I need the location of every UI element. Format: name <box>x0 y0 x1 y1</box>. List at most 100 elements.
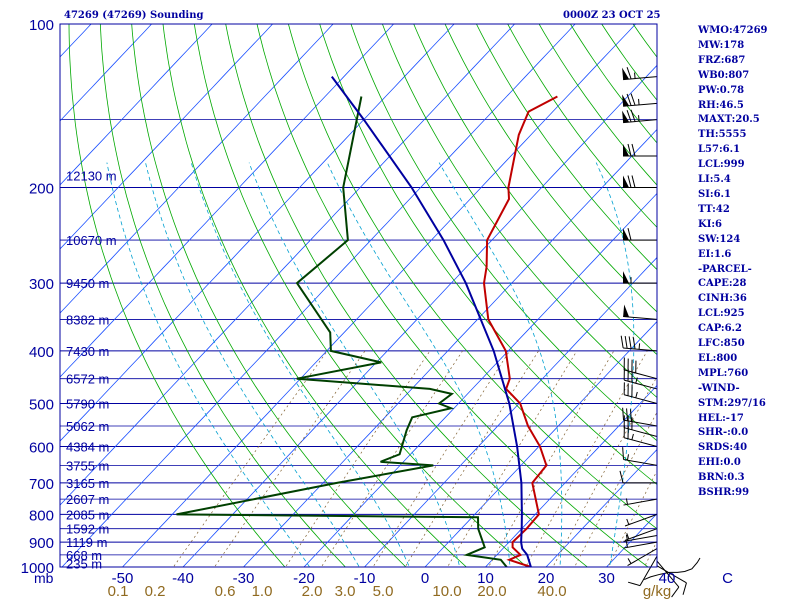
index-item: MAXT:20.5 <box>698 114 760 126</box>
wind-barb-pennant <box>623 228 629 241</box>
dry-adiabat <box>68 24 286 567</box>
index-item: CAP:6.2 <box>698 323 742 335</box>
wind-barb <box>627 548 658 567</box>
wind-barb-feather <box>627 175 632 188</box>
moist-adiabat <box>106 162 311 567</box>
wind-barb-staff <box>624 394 658 405</box>
index-item: -PARCEL- <box>698 263 752 275</box>
temperature-tick-label: -30 <box>233 570 255 587</box>
wind-barb-staff <box>656 560 680 588</box>
isotherm <box>60 24 515 506</box>
wind-barb <box>620 335 658 352</box>
wind-barb-feather <box>627 581 641 587</box>
temperature-tick-label: 20 <box>538 570 555 587</box>
valid-time: 0000Z 23 OCT 25 <box>563 10 661 21</box>
parcel-line <box>330 76 532 567</box>
mixing-ratio-label: 0.6 <box>215 583 236 600</box>
wind-barb-feather <box>631 175 636 188</box>
isotherm <box>60 24 334 314</box>
mixing-ratio-label: 3.0 <box>335 583 356 600</box>
isotherm <box>61 24 576 567</box>
wind-barb <box>623 143 657 157</box>
dewpoint-line <box>176 96 508 567</box>
moist-adiabat <box>438 162 563 567</box>
pressure-tick-label: 300 <box>29 276 54 293</box>
index-item: WB0:807 <box>698 69 750 81</box>
wind-barb <box>623 271 657 284</box>
wind-barb-feather <box>631 433 634 440</box>
index-item: WMO:47269 <box>698 25 768 36</box>
wind-barb-feather <box>620 335 624 349</box>
isotherm <box>303 192 657 567</box>
isotherm <box>182 64 657 567</box>
wind-barb-staff <box>624 427 658 437</box>
wind-barb-feather <box>630 109 636 122</box>
mixing-ratio-line <box>214 350 366 567</box>
wind-barb <box>656 565 687 595</box>
height-label: 6572 m <box>66 372 109 387</box>
dry-adiabat <box>444 24 657 313</box>
temperature-tick-label: 10 <box>477 570 494 587</box>
wind-barb <box>623 304 658 320</box>
wind-barb <box>624 513 658 527</box>
wind-barb-feather <box>628 336 632 349</box>
mixing-ratio-label: g/kg <box>643 583 671 600</box>
index-item: SHR-:0.0 <box>698 427 749 439</box>
index-item: EL:800 <box>698 352 738 364</box>
wind-barb-feather <box>630 93 636 106</box>
wind-barb-pennant <box>623 304 630 317</box>
temperature-tick-label: -10 <box>354 570 376 587</box>
temperature-tick-label: 30 <box>598 570 615 587</box>
plot-frame <box>59 23 658 568</box>
wind-barb-staff <box>624 513 658 527</box>
wind-barb <box>623 541 658 549</box>
index-item: KI:6 <box>698 218 723 230</box>
index-item: BSHR:99 <box>698 487 750 499</box>
dry-adiabat <box>193 24 528 567</box>
wind-barb-feather <box>626 454 629 461</box>
index-item: SI:6.1 <box>698 188 731 200</box>
moist-adiabat <box>145 162 360 567</box>
dry-adiabat <box>350 24 657 442</box>
moist-adiabat <box>190 162 410 567</box>
wind-barb-feather <box>622 447 625 460</box>
dry-adiabat <box>476 24 657 271</box>
mixing-ratio-line <box>285 350 431 567</box>
dry-adiabat <box>162 24 467 567</box>
wind-barb-staff <box>623 315 658 320</box>
mixing-ratio-line <box>525 350 648 567</box>
mixing-ratio-line <box>574 411 657 567</box>
pressure-tick-label: 100 <box>29 17 54 34</box>
height-label: 5790 m <box>66 397 109 412</box>
moist-adiabat <box>326 162 511 567</box>
wind-barb-feather <box>632 336 636 350</box>
dry-adiabat <box>131 24 407 567</box>
temperature-line <box>482 95 558 567</box>
index-item: SW:124 <box>698 233 741 245</box>
height-label: 1119 m <box>66 535 107 550</box>
index-item: TT:42 <box>698 203 730 215</box>
wind-barb-feather <box>625 541 628 548</box>
mixing-ratio-label: 20.0 <box>477 583 506 600</box>
wind-barb <box>622 407 658 427</box>
index-item: MPL:760 <box>698 367 749 379</box>
wind-barb-feather <box>626 533 630 540</box>
dry-adiabat <box>382 24 657 398</box>
wind-barb-feather <box>626 93 632 106</box>
isotherm <box>424 320 657 567</box>
wind-barb <box>622 93 658 107</box>
pressure-tick-label: 400 <box>29 344 54 361</box>
pressure-tick-label: 200 <box>29 180 54 197</box>
wind-barb-staff <box>624 369 658 380</box>
wind-barb-feather <box>622 407 625 421</box>
wind-barb-feather <box>638 343 641 350</box>
isotherm <box>364 256 657 567</box>
dry-adiabat <box>790 24 800 567</box>
pressure-tick-label: 700 <box>29 476 54 493</box>
dry-adiabat <box>288 24 657 530</box>
wind-barb-feather <box>626 408 628 421</box>
dry-adiabat <box>570 24 657 144</box>
wind-barb-staff <box>624 437 658 448</box>
wind-barb <box>619 470 657 484</box>
mixing-ratio-line <box>447 350 578 567</box>
